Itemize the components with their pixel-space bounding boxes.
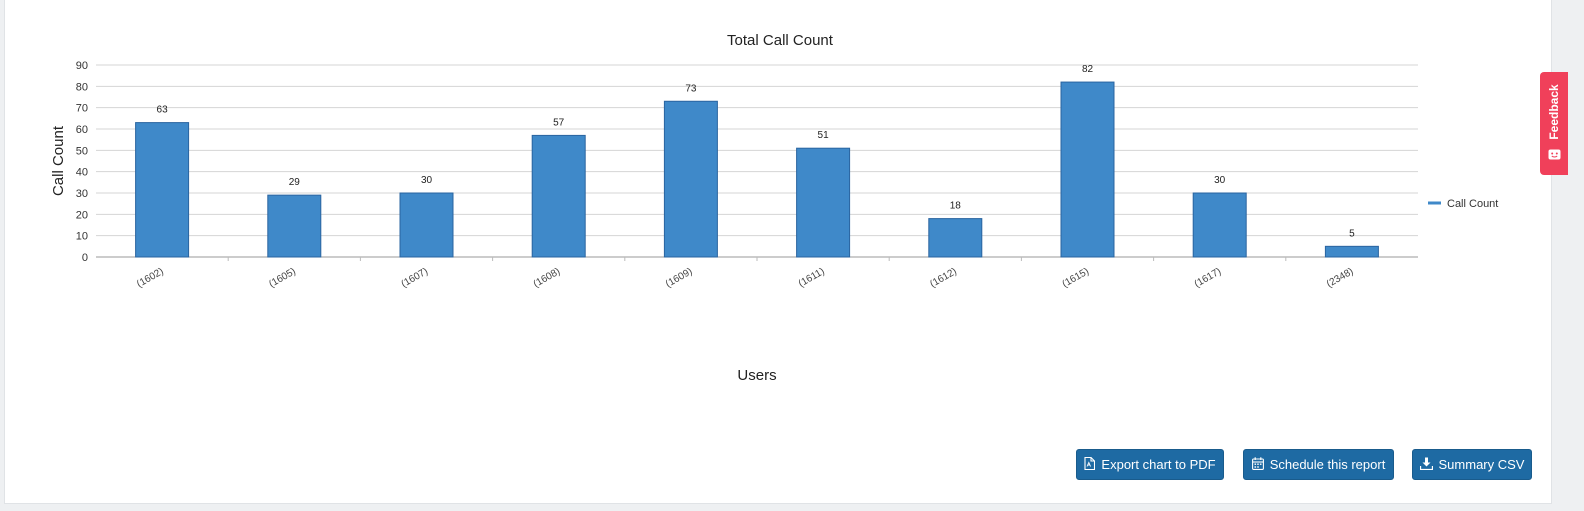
y-tick-label: 10	[76, 231, 88, 243]
bar-data-label: 82	[1082, 64, 1094, 75]
y-tick-label: 40	[76, 167, 88, 179]
bar-data-label: 29	[289, 177, 301, 188]
bar[interactable]	[663, 100, 718, 258]
x-axis-ticks: (1602) (1605) (1607) (1608) (1609) (1611) (161…	[135, 257, 1355, 290]
bar[interactable]	[267, 194, 322, 258]
download-icon	[1419, 457, 1433, 473]
report-panel	[4, 0, 1552, 504]
bar-data-label: 30	[421, 175, 433, 186]
bar[interactable]	[928, 218, 983, 258]
x-tick-label: (1608)	[532, 266, 563, 290]
x-tick-label: (1612)	[928, 266, 959, 290]
legend: Call Count	[1428, 198, 1498, 210]
bar-data-label: 18	[950, 201, 962, 212]
y-axis-label: Call Count	[50, 125, 67, 196]
bar[interactable]	[531, 134, 586, 258]
x-tick-label: (1607)	[399, 266, 430, 290]
y-axis-ticks: 0 10 20 30 40 50 60 70 80 90	[76, 60, 88, 264]
legend-label[interactable]: Call Count	[1447, 198, 1498, 210]
chart-title: Total Call Count	[727, 32, 834, 49]
bar[interactable]	[1060, 81, 1115, 258]
feedback-icon	[1548, 148, 1561, 166]
export-pdf-label: Export chart to PDF	[1101, 457, 1216, 472]
y-tick-label: 90	[76, 60, 88, 72]
summary-csv-label: Summary CSV	[1438, 457, 1525, 472]
bar[interactable]	[1192, 192, 1247, 258]
bar[interactable]	[135, 122, 190, 258]
bar-data-label: 51	[818, 130, 830, 141]
y-tick-label: 60	[76, 124, 88, 136]
y-tick-label: 0	[82, 252, 88, 264]
bar-data-label: 5	[1349, 228, 1355, 239]
x-tick-label: (2348)	[1325, 266, 1356, 290]
calendar-icon	[1251, 456, 1264, 473]
x-tick-label: (1617)	[1193, 266, 1224, 290]
y-tick-label: 80	[76, 81, 88, 93]
feedback-tab[interactable]: Feedback	[1540, 72, 1568, 175]
x-tick-label: (1615)	[1060, 266, 1091, 290]
x-axis-label: Users	[737, 367, 776, 384]
y-tick-label: 30	[76, 188, 88, 200]
x-tick-label: (1605)	[267, 266, 298, 290]
bar[interactable]	[1324, 245, 1379, 258]
feedback-label: Feedback	[1547, 84, 1561, 140]
x-tick-label: (1609)	[664, 266, 695, 290]
bar[interactable]	[796, 147, 851, 258]
bar-data-label: 57	[553, 117, 565, 128]
bar-data-label: 73	[685, 83, 697, 94]
pdf-file-icon	[1084, 456, 1096, 473]
bar[interactable]	[399, 192, 454, 258]
bar-chart: Total Call Count Call Count Users 0 10 20 3…	[50, 32, 1498, 384]
x-tick-label: (1602)	[135, 266, 166, 290]
schedule-report-label: Schedule this report	[1269, 457, 1386, 472]
x-tick-label: (1611)	[797, 266, 827, 290]
bars: 63 29 30 57 73 51 18 82 30 5	[135, 64, 1379, 258]
schedule-report-button[interactable]: Schedule this report	[1243, 449, 1394, 480]
y-tick-label: 20	[76, 209, 88, 221]
y-tick-label: 50	[76, 145, 88, 157]
bar-data-label: 30	[1214, 175, 1226, 186]
y-tick-label: 70	[76, 103, 88, 115]
summary-csv-button[interactable]: Summary CSV	[1412, 449, 1532, 480]
export-pdf-button[interactable]: Export chart to PDF	[1076, 449, 1224, 480]
bar-data-label: 63	[157, 105, 169, 116]
